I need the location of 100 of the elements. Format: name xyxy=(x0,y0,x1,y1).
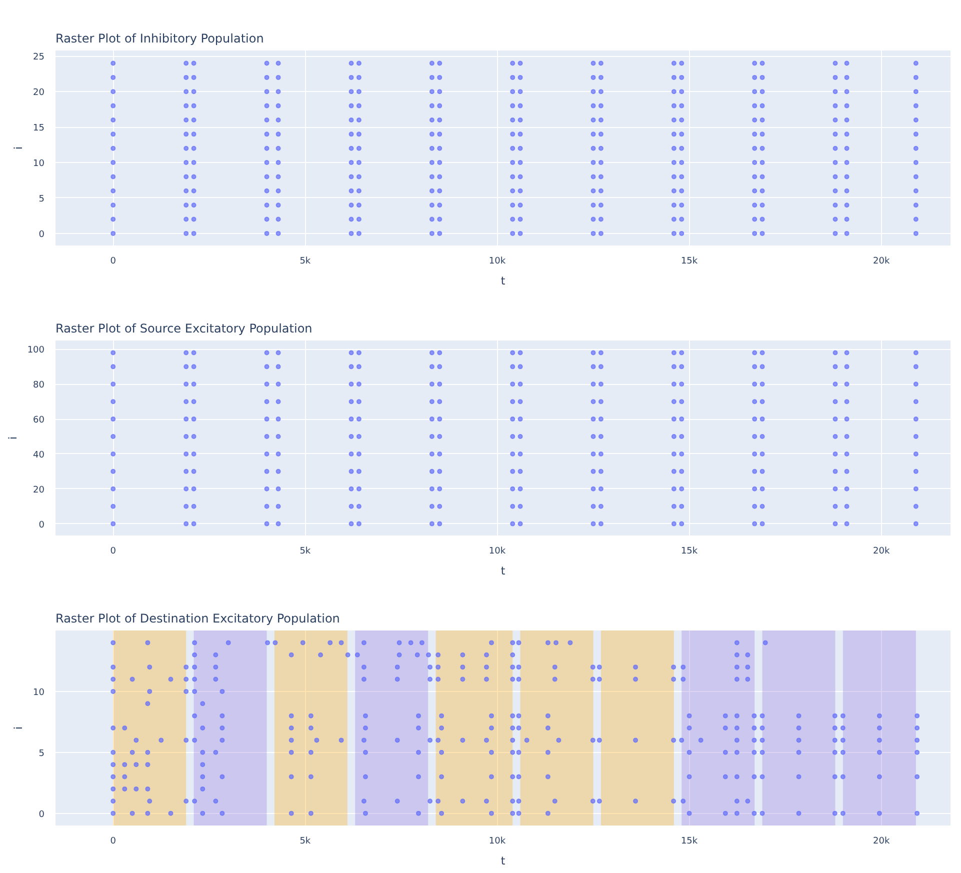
point xyxy=(184,146,189,151)
point xyxy=(590,416,596,422)
point xyxy=(745,798,750,804)
point xyxy=(518,103,523,108)
point xyxy=(686,726,692,730)
point xyxy=(752,132,758,137)
point xyxy=(460,664,466,670)
point xyxy=(184,468,189,474)
point xyxy=(679,468,684,474)
x-tick-label: 5k xyxy=(300,256,312,266)
point xyxy=(276,202,281,208)
point xyxy=(671,738,676,743)
point xyxy=(832,188,838,194)
point xyxy=(429,188,434,194)
point xyxy=(510,451,516,456)
point xyxy=(734,750,740,755)
x-axis-title: t xyxy=(500,564,506,578)
point xyxy=(752,750,757,755)
point xyxy=(913,174,918,180)
point xyxy=(396,652,402,658)
point xyxy=(510,188,516,194)
point xyxy=(752,382,758,387)
point xyxy=(429,451,434,456)
point xyxy=(598,350,604,356)
y-tick-label: 0 xyxy=(38,810,45,820)
point xyxy=(671,216,676,222)
point xyxy=(265,640,270,646)
point xyxy=(518,521,523,526)
point xyxy=(913,74,918,80)
point xyxy=(122,726,128,730)
point xyxy=(416,774,421,780)
point xyxy=(680,676,686,682)
point xyxy=(191,160,196,166)
point xyxy=(752,117,758,122)
point xyxy=(752,486,758,492)
y-tick-label: 10 xyxy=(33,688,45,698)
point xyxy=(679,146,684,151)
x-axis-title: t xyxy=(500,274,506,288)
point xyxy=(510,117,516,122)
point xyxy=(110,676,116,682)
point xyxy=(590,74,596,80)
x-tick-label: 5k xyxy=(300,546,312,556)
point xyxy=(518,202,523,208)
point xyxy=(568,640,573,646)
point xyxy=(745,652,750,658)
point xyxy=(122,786,128,792)
point xyxy=(516,713,522,718)
point xyxy=(518,399,523,404)
point xyxy=(752,774,757,780)
point xyxy=(276,521,281,526)
point xyxy=(590,132,596,137)
point xyxy=(276,504,281,509)
point xyxy=(913,230,918,236)
point xyxy=(518,486,523,492)
point xyxy=(308,726,314,730)
point xyxy=(596,798,602,804)
x-axis-title: t xyxy=(500,854,506,868)
point xyxy=(844,132,850,137)
point xyxy=(416,726,421,730)
point xyxy=(276,382,281,387)
point xyxy=(488,750,494,755)
point xyxy=(414,652,420,658)
point xyxy=(545,774,550,780)
point xyxy=(876,774,882,780)
point xyxy=(191,416,196,422)
point xyxy=(516,726,522,730)
point xyxy=(913,350,918,356)
point xyxy=(518,350,523,356)
point xyxy=(200,810,206,816)
point xyxy=(308,774,314,780)
point xyxy=(913,486,918,492)
point xyxy=(264,468,270,474)
point xyxy=(671,416,676,422)
point xyxy=(734,652,740,658)
point xyxy=(191,451,196,456)
point xyxy=(191,382,196,387)
point xyxy=(590,486,596,492)
point xyxy=(428,798,433,804)
point xyxy=(428,738,433,743)
point xyxy=(518,451,523,456)
point xyxy=(460,738,466,743)
point xyxy=(356,521,362,526)
point xyxy=(510,174,516,180)
point xyxy=(428,664,433,670)
point xyxy=(356,146,362,151)
point xyxy=(345,652,350,658)
point xyxy=(191,486,196,492)
point xyxy=(264,188,270,194)
point xyxy=(348,521,354,526)
point xyxy=(832,230,838,236)
point xyxy=(796,774,802,780)
point xyxy=(488,713,494,718)
point xyxy=(518,174,523,180)
point xyxy=(760,188,765,194)
point xyxy=(429,160,434,166)
point xyxy=(671,664,676,670)
point xyxy=(760,399,765,404)
point xyxy=(429,521,434,526)
point xyxy=(362,810,368,816)
point xyxy=(110,786,116,792)
